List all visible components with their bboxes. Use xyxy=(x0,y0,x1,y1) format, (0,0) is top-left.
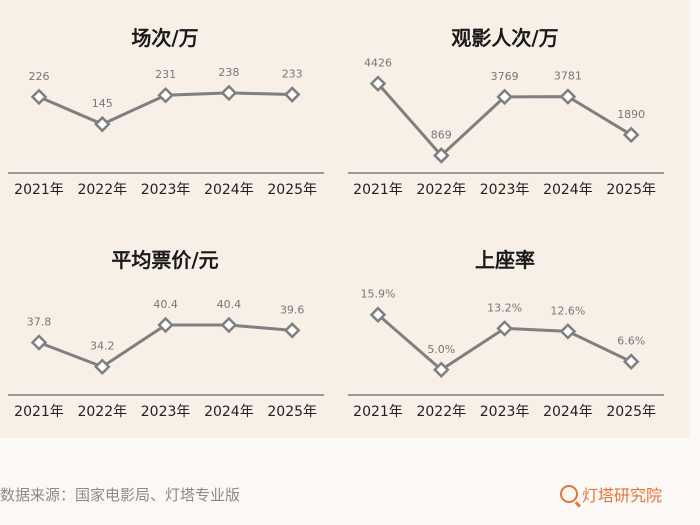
data-point-marker xyxy=(94,115,111,133)
data-label: 226 xyxy=(29,70,50,83)
data-label: 40.4 xyxy=(217,298,242,311)
x-tick-label: 2025年 xyxy=(606,182,656,198)
x-tick-label: 2023年 xyxy=(141,404,191,420)
x-tick-label: 2025年 xyxy=(267,182,317,198)
data-label: 13.2% xyxy=(487,301,522,314)
data-label: 15.9% xyxy=(361,288,396,301)
data-point-marker xyxy=(157,86,174,104)
x-tick-label: 2023年 xyxy=(480,404,530,420)
data-label: 39.6 xyxy=(280,303,305,316)
chart-title: 上座率 xyxy=(475,248,535,272)
data-point-marker xyxy=(220,316,238,334)
data-point-marker xyxy=(622,353,640,370)
data-point-marker xyxy=(433,361,450,379)
data-label: 231 xyxy=(155,68,176,81)
x-tick-label: 2022年 xyxy=(416,182,466,198)
data-point-marker xyxy=(369,306,387,323)
chart-panel xyxy=(0,0,690,438)
data-label: 6.6% xyxy=(617,335,645,348)
data-point-marker xyxy=(622,126,640,144)
x-tick-label: 2023年 xyxy=(480,182,530,198)
brand-logo: 灯塔研究院 xyxy=(560,482,662,506)
x-tick-label: 2021年 xyxy=(14,182,64,198)
data-label: 1890 xyxy=(617,108,645,121)
x-tick-label: 2024年 xyxy=(543,182,593,198)
data-label: 145 xyxy=(92,97,113,110)
x-tick-label: 2025年 xyxy=(606,404,656,420)
data-point-marker xyxy=(283,86,301,103)
data-point-marker xyxy=(496,88,513,106)
data-point-marker xyxy=(496,320,513,337)
data-point-marker xyxy=(559,323,577,340)
x-tick-label: 2025年 xyxy=(267,404,317,420)
x-tick-label: 2024年 xyxy=(204,182,254,198)
chart-title: 平均票价/元 xyxy=(111,248,218,272)
x-tick-label: 2022年 xyxy=(77,404,127,420)
data-label: 4426 xyxy=(364,57,392,70)
data-label: 5.0% xyxy=(427,343,455,356)
x-tick-label: 2021年 xyxy=(353,182,403,198)
x-tick-label: 2024年 xyxy=(204,404,254,420)
data-point-marker xyxy=(283,322,301,339)
data-point-marker xyxy=(30,334,48,351)
data-point-marker xyxy=(433,147,450,164)
data-label: 238 xyxy=(218,66,239,79)
data-label: 3781 xyxy=(554,70,582,83)
x-tick-label: 2021年 xyxy=(353,404,403,420)
chart-title: 观影人次/万 xyxy=(451,26,558,50)
lighthouse-search-icon xyxy=(560,485,578,503)
data-point-marker xyxy=(157,316,174,334)
data-label: 12.6% xyxy=(550,304,585,317)
data-point-marker xyxy=(369,75,387,92)
x-tick-label: 2022年 xyxy=(77,182,127,198)
data-label: 869 xyxy=(431,128,452,141)
data-source: 数据来源：国家电影局、灯塔专业版 xyxy=(0,486,241,504)
data-label: 34.2 xyxy=(90,340,115,353)
x-tick-label: 2024年 xyxy=(543,404,593,420)
data-point-marker xyxy=(94,358,111,375)
data-point-marker xyxy=(30,88,48,106)
data-point-marker xyxy=(559,88,577,105)
x-tick-label: 2022年 xyxy=(416,404,466,420)
chart-title: 场次/万 xyxy=(131,26,198,50)
x-tick-label: 2023年 xyxy=(141,182,191,198)
x-tick-label: 2021年 xyxy=(14,404,64,420)
brand-name: 灯塔研究院 xyxy=(582,486,663,505)
data-label: 233 xyxy=(282,68,303,81)
data-label: 3769 xyxy=(491,70,519,83)
data-point-marker xyxy=(220,84,238,102)
data-label: 37.8 xyxy=(27,315,52,328)
data-label: 40.4 xyxy=(153,298,178,311)
